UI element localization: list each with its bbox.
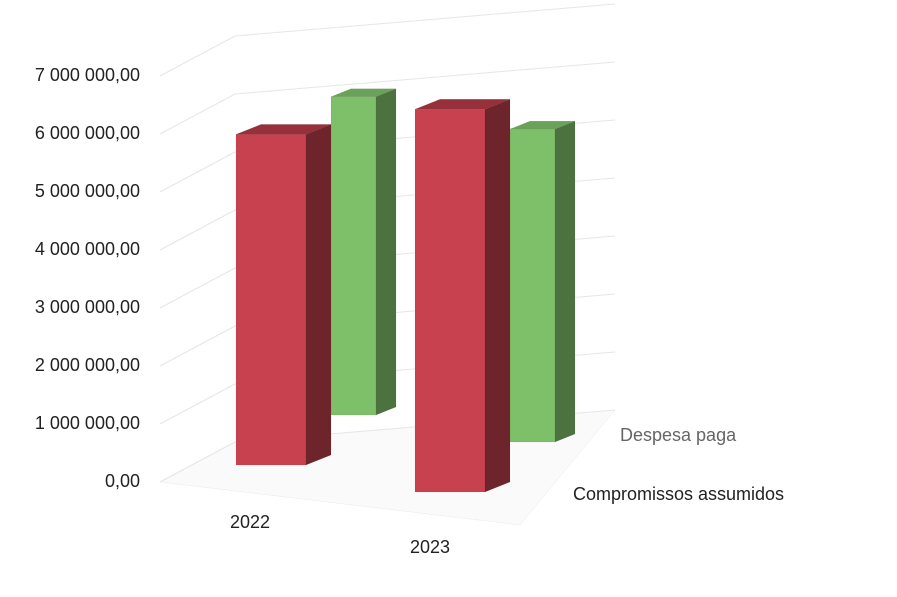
y-tick-label: 7 000 000,00 <box>35 65 140 85</box>
gridline-back <box>234 61 616 95</box>
series-axis: Despesa paga Compromissos assumidos <box>573 425 784 504</box>
bar-despesa-paga-side <box>375 88 397 416</box>
y-tick-label: 6 000 000,00 <box>35 123 140 143</box>
bar-despesa-paga-front <box>330 96 377 416</box>
gridline-side <box>159 441 236 483</box>
gridline-side <box>159 93 236 135</box>
bar-compromissos-side <box>484 98 511 493</box>
bar-despesa-paga-side <box>554 120 576 443</box>
x-category-label: 2022 <box>230 512 270 532</box>
series-despesa-paga <box>330 88 576 443</box>
bar-compromissos-top <box>414 98 511 110</box>
bar-compromissos-top <box>235 124 332 135</box>
x-category-label: 2023 <box>410 537 450 557</box>
bar-despesa-paga-front <box>509 128 556 443</box>
gridline-side <box>159 325 236 367</box>
y-tick-label: 3 000 000,00 <box>35 297 140 317</box>
bar-compromissos-front <box>235 134 307 466</box>
gridline-side <box>159 209 236 251</box>
gridline-side <box>159 383 236 425</box>
gridline-side <box>159 35 236 77</box>
gridline-side <box>159 267 236 309</box>
gridline-side <box>159 151 236 193</box>
x-axis: 2022 2023 <box>230 512 450 557</box>
bar-compromissos-front <box>414 108 486 493</box>
series-label-despesa-paga: Despesa paga <box>620 425 737 445</box>
series-label-compromissos: Compromissos assumidos <box>573 484 784 504</box>
gridline-back <box>234 3 616 37</box>
y-tick-label: 4 000 000,00 <box>35 239 140 259</box>
y-tick-label: 2 000 000,00 <box>35 355 140 375</box>
y-tick-label: 1 000 000,00 <box>35 413 140 433</box>
bar-despesa-paga-top <box>330 88 397 98</box>
bar-despesa-paga-top <box>509 120 576 130</box>
y-tick-label: 5 000 000,00 <box>35 181 140 201</box>
y-tick-label: 0,00 <box>105 471 140 491</box>
y-axis: 0,00 1 000 000,00 2 000 000,00 3 000 000… <box>35 65 140 491</box>
series-compromissos-assumidos <box>235 98 511 493</box>
bar-compromissos-side <box>305 124 332 466</box>
